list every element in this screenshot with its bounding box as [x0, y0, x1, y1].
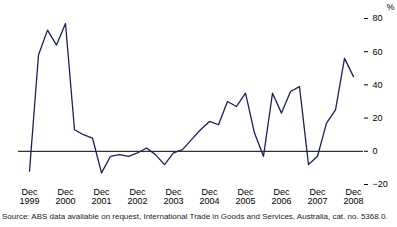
svg-text:%: % [386, 2, 394, 12]
svg-text:0: 0 [373, 146, 378, 156]
svg-text:Dec2007: Dec2007 [307, 187, 327, 206]
html-text:Source: ABS data available on: Source: ABS data available on request, I… [2, 212, 388, 221]
svg-text:Dec2000: Dec2000 [55, 187, 75, 206]
svg-text:80: 80 [373, 13, 383, 23]
svg-text:Dec2002: Dec2002 [127, 187, 147, 206]
svg-text:Dec2003: Dec2003 [163, 187, 183, 206]
svg-text:Dec1999: Dec1999 [19, 187, 39, 206]
svg-text:Dec2001: Dec2001 [91, 187, 111, 206]
svg-text:20: 20 [373, 113, 383, 123]
svg-text:60: 60 [373, 47, 383, 57]
svg-text:Dec2008: Dec2008 [343, 187, 363, 206]
svg-text:40: 40 [373, 80, 383, 90]
svg-text:−20: −20 [373, 179, 388, 189]
svg-text:Dec2005: Dec2005 [235, 187, 255, 206]
svg-text:Dec2006: Dec2006 [271, 187, 291, 206]
svg-text:Dec2004: Dec2004 [199, 187, 219, 206]
